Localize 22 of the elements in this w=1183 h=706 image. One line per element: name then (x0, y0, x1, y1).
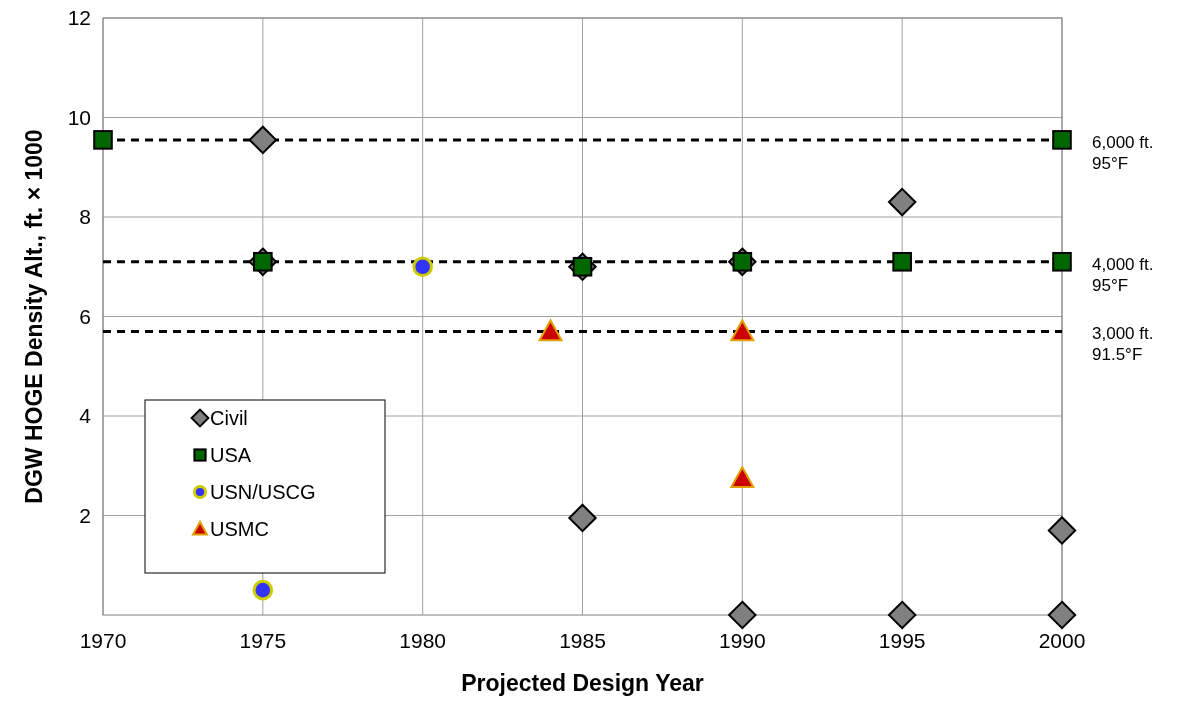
y-tick-label: 8 (79, 205, 91, 228)
ref-line-label: 6,000 ft. 95°F (1092, 132, 1154, 173)
x-tick-label: 1985 (559, 629, 606, 652)
legend-label: USN/USCG (210, 481, 316, 503)
y-axis-title: DGW HOGE Density Alt., ft. × 1000 (21, 129, 47, 504)
x-tick-label: 2000 (1038, 629, 1086, 652)
y-tick-label: 6 (79, 304, 91, 328)
legend-label: Civil (210, 407, 248, 429)
x-tick-label: 1975 (239, 629, 287, 652)
x-tick-label: 1970 (79, 629, 127, 652)
legend-label: USA (210, 444, 252, 466)
x-tick-label: 1980 (399, 629, 447, 652)
legend-label: USMC (210, 518, 269, 540)
x-tick-label: 1995 (878, 629, 926, 652)
x-tick-label: 1990 (718, 629, 766, 652)
y-tick-label: 12 (67, 6, 91, 29)
y-tick-label: 4 (79, 404, 92, 427)
ref-line-label: 4,000 ft. 95°F (1092, 254, 1154, 295)
ref-line-label: 3,000 ft. 91.5°F (1092, 324, 1154, 365)
x-axis-title: Projected Design Year (461, 670, 704, 696)
y-tick-label: 2 (79, 503, 91, 527)
y-tick-label: 10 (67, 105, 91, 129)
